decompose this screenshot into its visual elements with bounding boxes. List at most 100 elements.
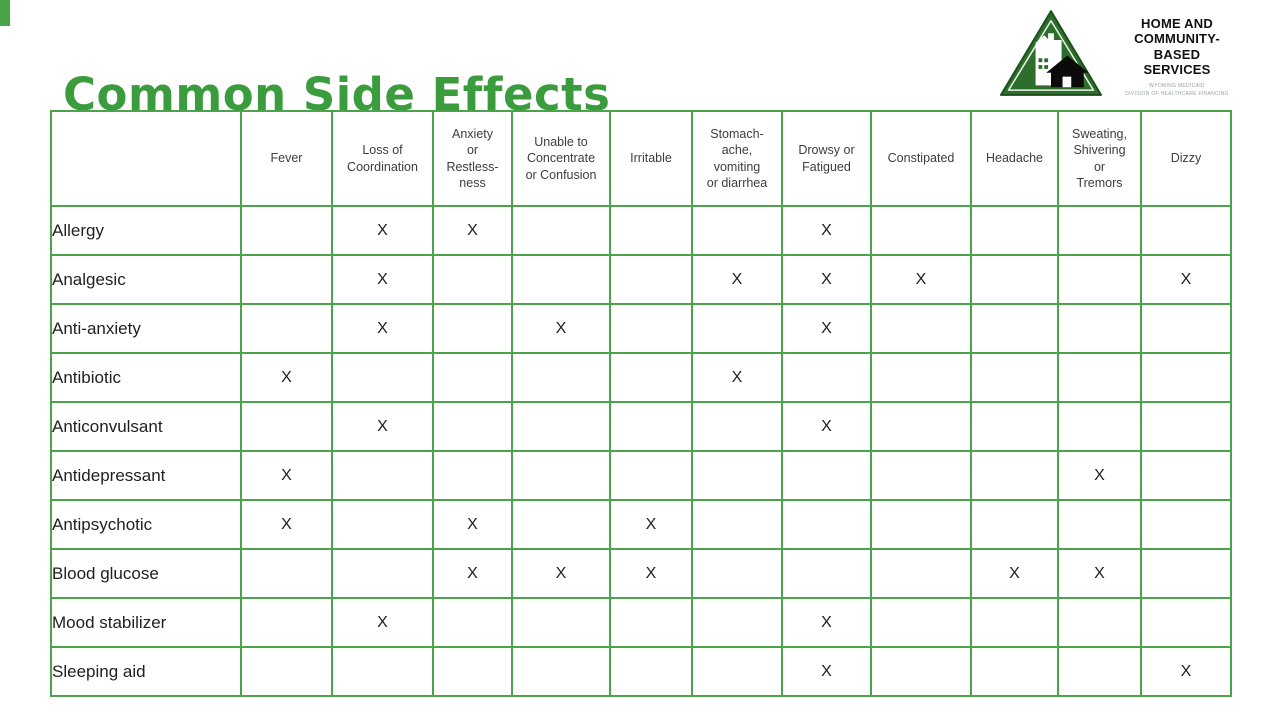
column-header: Constipated bbox=[870, 110, 972, 207]
table-row: Blood glucose X X X X X bbox=[50, 548, 1232, 599]
empty-cell bbox=[691, 205, 783, 256]
mark-cell: X bbox=[781, 597, 872, 648]
empty-cell bbox=[1140, 548, 1232, 599]
table-row: Allergy X X X bbox=[50, 205, 1232, 256]
empty-cell bbox=[1140, 499, 1232, 550]
empty-cell bbox=[331, 450, 434, 501]
mark-cell: X bbox=[331, 401, 434, 452]
mark-cell: X bbox=[1140, 254, 1232, 305]
empty-cell bbox=[970, 401, 1059, 452]
table-row: Antipsychotic X X X bbox=[50, 499, 1232, 550]
empty-cell bbox=[1057, 352, 1142, 403]
empty-cell bbox=[432, 401, 513, 452]
empty-cell bbox=[870, 646, 972, 697]
empty-cell bbox=[331, 352, 434, 403]
row-label: Analgesic bbox=[50, 254, 242, 305]
empty-cell bbox=[609, 401, 693, 452]
empty-cell bbox=[781, 450, 872, 501]
empty-cell bbox=[691, 401, 783, 452]
empty-cell bbox=[781, 499, 872, 550]
empty-cell bbox=[970, 205, 1059, 256]
table-row: Analgesic X X X X X bbox=[50, 254, 1232, 305]
mark-cell: X bbox=[691, 352, 783, 403]
mark-cell: X bbox=[1057, 450, 1142, 501]
table-row: Anti-anxiety X X X bbox=[50, 303, 1232, 354]
accent-bar bbox=[0, 0, 10, 26]
row-label: Antidepressant bbox=[50, 450, 242, 501]
empty-cell bbox=[1057, 646, 1142, 697]
empty-cell bbox=[1140, 352, 1232, 403]
empty-cell bbox=[511, 254, 611, 305]
empty-cell bbox=[511, 205, 611, 256]
empty-cell bbox=[781, 548, 872, 599]
empty-cell bbox=[609, 205, 693, 256]
empty-cell bbox=[240, 254, 333, 305]
empty-cell bbox=[691, 646, 783, 697]
empty-cell bbox=[1057, 401, 1142, 452]
empty-cell bbox=[870, 548, 972, 599]
mark-cell: X bbox=[1057, 548, 1142, 599]
empty-cell bbox=[691, 597, 783, 648]
empty-cell bbox=[1057, 303, 1142, 354]
side-effects-table: Fever Loss of Coordination Anxiety or Rest… bbox=[50, 110, 1232, 697]
row-label: Mood stabilizer bbox=[50, 597, 242, 648]
table-row: Antidepressant X X bbox=[50, 450, 1232, 501]
empty-cell bbox=[511, 499, 611, 550]
empty-cell bbox=[609, 303, 693, 354]
empty-cell bbox=[240, 646, 333, 697]
empty-cell bbox=[609, 450, 693, 501]
mark-cell: X bbox=[1140, 646, 1232, 697]
empty-cell bbox=[331, 646, 434, 697]
empty-cell bbox=[1140, 450, 1232, 501]
empty-cell bbox=[691, 548, 783, 599]
mark-cell: X bbox=[511, 548, 611, 599]
empty-cell bbox=[1140, 205, 1232, 256]
empty-cell bbox=[511, 646, 611, 697]
empty-cell bbox=[870, 499, 972, 550]
empty-cell bbox=[1140, 303, 1232, 354]
mark-cell: X bbox=[432, 499, 513, 550]
column-header: Drowsy or Fatigued bbox=[781, 110, 872, 207]
hcbs-logo: HOME AND COMMUNITY- BASED SERVICES WYOMI… bbox=[998, 8, 1240, 100]
header-row: Fever Loss of Coordination Anxiety or Rest… bbox=[50, 110, 1232, 207]
empty-cell bbox=[432, 254, 513, 305]
empty-cell bbox=[432, 450, 513, 501]
mark-cell: X bbox=[609, 499, 693, 550]
table-row: Mood stabilizer X X bbox=[50, 597, 1232, 648]
table-row: Antibiotic X X bbox=[50, 352, 1232, 403]
column-header: Fever bbox=[240, 110, 333, 207]
column-header: Unable to Concentrate or Confusion bbox=[511, 110, 611, 207]
empty-cell bbox=[432, 597, 513, 648]
empty-cell bbox=[970, 450, 1059, 501]
mark-cell: X bbox=[781, 205, 872, 256]
empty-cell bbox=[511, 401, 611, 452]
empty-cell bbox=[970, 597, 1059, 648]
empty-cell bbox=[240, 401, 333, 452]
column-header: Dizzy bbox=[1140, 110, 1232, 207]
mark-cell: X bbox=[331, 254, 434, 305]
logo-subtext: WYOMING MEDICAID DIVISION OF HEALTHCARE … bbox=[1125, 83, 1229, 97]
empty-cell bbox=[432, 352, 513, 403]
mark-cell: X bbox=[331, 205, 434, 256]
column-header: Loss of Coordination bbox=[331, 110, 434, 207]
empty-cell bbox=[432, 646, 513, 697]
empty-cell bbox=[240, 597, 333, 648]
row-label: Blood glucose bbox=[50, 548, 242, 599]
column-header: Anxiety or Restless- ness bbox=[432, 110, 513, 207]
mark-cell: X bbox=[432, 205, 513, 256]
mark-cell: X bbox=[870, 254, 972, 305]
mark-cell: X bbox=[331, 597, 434, 648]
empty-cell bbox=[432, 303, 513, 354]
empty-cell bbox=[609, 352, 693, 403]
mark-cell: X bbox=[609, 548, 693, 599]
row-label: Anticonvulsant bbox=[50, 401, 242, 452]
column-header: Irritable bbox=[609, 110, 693, 207]
table-row: Anticonvulsant X X bbox=[50, 401, 1232, 452]
empty-cell bbox=[970, 646, 1059, 697]
empty-cell bbox=[1057, 254, 1142, 305]
empty-cell bbox=[331, 499, 434, 550]
empty-cell bbox=[240, 548, 333, 599]
mark-cell: X bbox=[240, 450, 333, 501]
mark-cell: X bbox=[432, 548, 513, 599]
empty-cell bbox=[691, 499, 783, 550]
